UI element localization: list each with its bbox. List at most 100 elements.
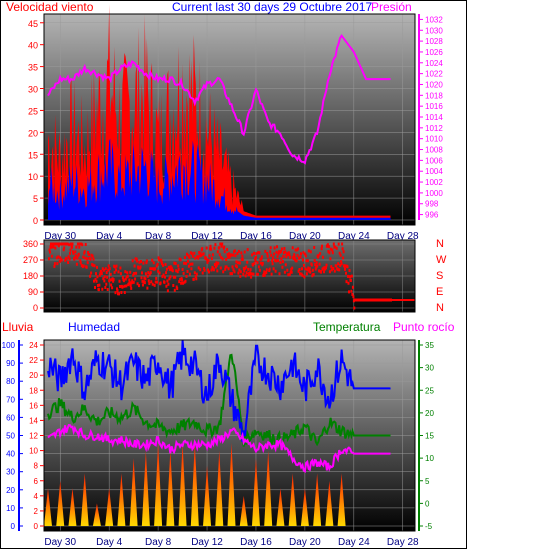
rain-spike xyxy=(239,495,248,526)
temperature-y-axis: -5 0 5 10 15 20 25 30 35 xyxy=(419,341,434,531)
humidity-x-tick-label: Day 12 xyxy=(191,537,223,548)
dewpoint-line xyxy=(47,424,391,474)
rain-spike xyxy=(325,480,334,526)
rain-spike xyxy=(117,473,126,526)
rain-spike xyxy=(80,473,89,526)
rain-spike xyxy=(92,503,101,526)
temperature-tick-label: -5 xyxy=(425,522,433,531)
wind-title: Velocidad viento xyxy=(6,0,94,14)
rain-spike xyxy=(68,488,77,526)
pressure-tick-label: 1024 xyxy=(425,59,443,68)
rain-tick-label: 24 xyxy=(29,341,38,350)
direction-tick-label: 270 xyxy=(23,255,38,265)
wind-x-tick-label: Day 12 xyxy=(191,231,223,242)
wind-panel-marks xyxy=(47,4,391,221)
temperature-tick-label: 0 xyxy=(425,499,430,508)
compass-label: N xyxy=(436,302,444,314)
humidity-x-tick-label: Day 30 xyxy=(44,537,76,548)
temperature-tick-label: 5 xyxy=(425,477,430,486)
rain-spike xyxy=(56,480,65,526)
humidity-tick-label: 50 xyxy=(6,432,15,441)
pressure-tick-label: 1012 xyxy=(425,124,443,133)
humidity-x-tick-label: Day 4 xyxy=(96,537,123,548)
wind-tick-label: 20 xyxy=(28,128,38,138)
rain-tick-label: 4 xyxy=(34,492,39,501)
rain-tick-label: 22 xyxy=(29,356,38,365)
pressure-tick-label: 1000 xyxy=(425,189,443,198)
rain-spike xyxy=(264,450,273,526)
temperature-line xyxy=(47,353,391,448)
wind-x-tick-label: Day 28 xyxy=(387,231,419,242)
wind-x-tick-label: Day 24 xyxy=(338,231,370,242)
pressure-tick-label: 996 xyxy=(425,211,439,220)
compass-label: S xyxy=(436,270,443,282)
rain-tick-label: 20 xyxy=(29,371,38,380)
rain-spike xyxy=(313,473,322,526)
humidity-tick-label: 60 xyxy=(6,413,15,422)
wind-x-tick-label: Day 16 xyxy=(240,231,272,242)
rain-spike xyxy=(129,458,138,526)
rain-tick-label: 8 xyxy=(34,462,39,471)
pressure-tick-label: 1006 xyxy=(425,156,443,165)
wind-average-area xyxy=(48,138,391,220)
pressure-tick-label: 1028 xyxy=(425,37,443,46)
rain-spike xyxy=(178,443,187,526)
compass-label: E xyxy=(436,286,443,298)
rain-tick-label: 14 xyxy=(29,416,38,425)
wind-tick-label: 0 xyxy=(33,216,38,226)
humidity-tick-label: 90 xyxy=(6,359,15,368)
wind-x-tick-label: Day 20 xyxy=(289,231,321,242)
rain-spike xyxy=(190,443,199,526)
wind-tick-label: 5 xyxy=(33,194,38,204)
rain-spike xyxy=(251,458,260,526)
humidity-panel-marks xyxy=(44,340,391,526)
wind-panel-border xyxy=(43,13,416,226)
outer-frame xyxy=(0,0,467,549)
temperature-tick-label: 10 xyxy=(425,454,434,463)
pressure-tick-label: 1020 xyxy=(425,80,443,89)
compass-label: N xyxy=(436,238,444,250)
wind-x-tick-label: Day 8 xyxy=(145,231,172,242)
rain-tick-label: 18 xyxy=(29,386,38,395)
temperature-label: Temperatura xyxy=(313,320,381,334)
pressure-tick-label: 1018 xyxy=(425,91,443,100)
rain-tick-label: 2 xyxy=(34,507,39,516)
rain-tick-label: 6 xyxy=(34,477,39,486)
wind-x-tick-label: Day 4 xyxy=(96,231,123,242)
rain-tick-label: 12 xyxy=(29,432,38,441)
humidity-tick-label: 10 xyxy=(6,504,15,513)
direction-panel-grid xyxy=(44,240,415,312)
pressure-line xyxy=(47,33,391,165)
rain-spike xyxy=(203,465,212,526)
humidity-x-tick-label: Day 16 xyxy=(240,537,272,548)
pressure-tick-label: 1004 xyxy=(425,167,443,176)
pressure-tick-label: 1008 xyxy=(425,146,443,155)
direction-tick-label: 90 xyxy=(28,287,38,297)
wind-tick-label: 35 xyxy=(28,63,38,73)
direction-tick-label: 360 xyxy=(23,239,38,249)
wind-tick-label: 30 xyxy=(28,85,38,95)
rain-tick-label: 0 xyxy=(34,522,39,531)
wind-y-axis: 0 5 10 15 20 25 30 35 40 45 xyxy=(28,19,44,226)
humidity-line xyxy=(47,340,391,443)
wind-tick-label: 40 xyxy=(28,41,38,51)
pressure-tick-label: 1022 xyxy=(425,70,443,79)
pressure-tick-label: 1016 xyxy=(425,102,443,111)
rain-spike xyxy=(154,443,163,526)
humidity-x-axis: Day 30 Day 4 Day 8 Day 12 Day 16 Day 20 Day 24… xyxy=(44,537,419,548)
humidity-y-axis: 0 10 20 30 40 50 60 70 80 90 100 xyxy=(2,341,23,531)
pressure-tick-label: 1014 xyxy=(425,113,443,122)
temperature-tick-label: 35 xyxy=(425,341,434,350)
rain-spike xyxy=(276,488,285,526)
rain-spike xyxy=(227,443,236,526)
rain-spike xyxy=(166,450,175,526)
humidity-tick-label: 0 xyxy=(11,522,16,531)
rain-spike xyxy=(141,450,150,526)
rain-spike xyxy=(337,473,346,526)
humidity-tick-label: 40 xyxy=(6,450,15,459)
rain-spike xyxy=(288,473,297,526)
